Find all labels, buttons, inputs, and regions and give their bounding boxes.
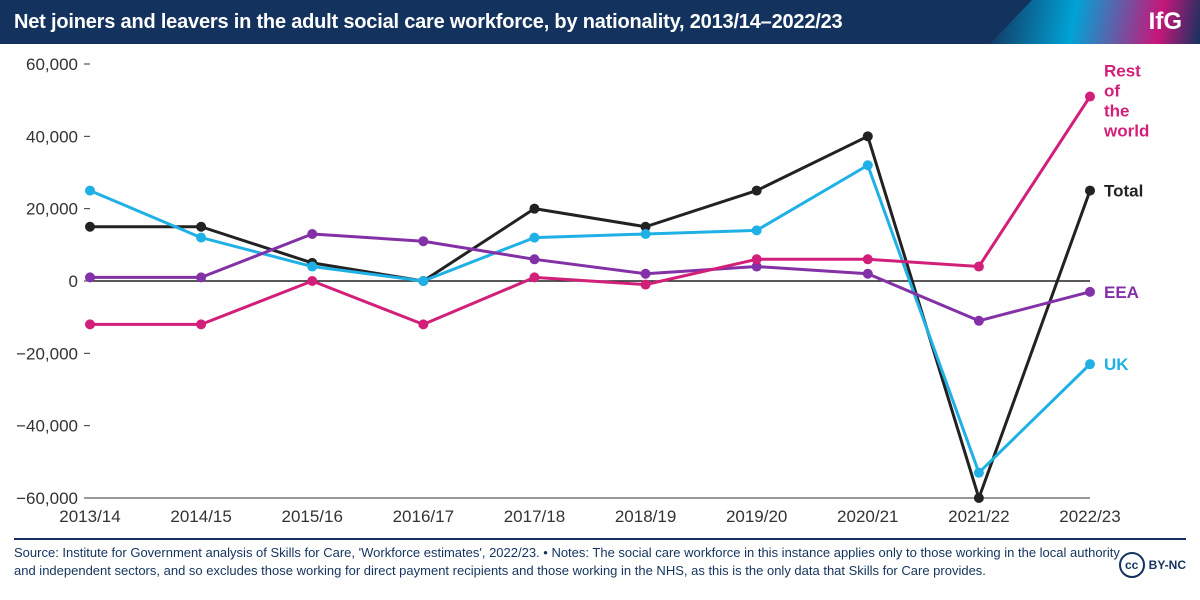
svg-text:20,000: 20,000 [26, 200, 78, 219]
svg-text:the: the [1104, 102, 1130, 121]
license-label: BY-NC [1149, 558, 1186, 572]
brand-logo: IfG [1149, 0, 1182, 44]
chart-title: Net joiners and leavers in the adult soc… [14, 11, 842, 34]
footer-divider [14, 538, 1186, 540]
svg-text:EEA: EEA [1104, 283, 1139, 302]
svg-text:2022/23: 2022/23 [1059, 507, 1120, 526]
svg-text:UK: UK [1104, 355, 1129, 374]
svg-text:−20,000: −20,000 [16, 344, 78, 363]
svg-text:2018/19: 2018/19 [615, 507, 676, 526]
svg-text:Total: Total [1104, 182, 1143, 201]
svg-text:60,000: 60,000 [26, 55, 78, 74]
footer-text: Source: Institute for Government analysi… [14, 544, 1130, 579]
svg-text:world: world [1103, 122, 1149, 141]
chart-header: Net joiners and leavers in the adult soc… [0, 0, 1200, 44]
svg-text:2013/14: 2013/14 [59, 507, 120, 526]
svg-text:2019/20: 2019/20 [726, 507, 787, 526]
svg-text:2021/22: 2021/22 [948, 507, 1009, 526]
svg-text:2014/15: 2014/15 [170, 507, 231, 526]
svg-text:of: of [1104, 82, 1120, 101]
svg-text:Rest: Rest [1104, 62, 1141, 81]
svg-text:2020/21: 2020/21 [837, 507, 898, 526]
line-chart: −60,000 −40,000 −20,000 0 20,000 40,000 60,000… [0, 44, 1200, 538]
chart-svg: −60,000 −40,000 −20,000 0 20,000 40,000 60,000… [0, 44, 1200, 538]
svg-text:2016/17: 2016/17 [393, 507, 454, 526]
svg-text:2017/18: 2017/18 [504, 507, 565, 526]
svg-text:2015/16: 2015/16 [281, 507, 342, 526]
svg-text:−40,000: −40,000 [16, 417, 78, 436]
license-badge: cc BY-NC [1119, 552, 1186, 578]
svg-text:40,000: 40,000 [26, 127, 78, 146]
svg-text:−60,000: −60,000 [16, 489, 78, 508]
svg-text:0: 0 [69, 272, 78, 291]
cc-icon: cc [1119, 552, 1145, 578]
